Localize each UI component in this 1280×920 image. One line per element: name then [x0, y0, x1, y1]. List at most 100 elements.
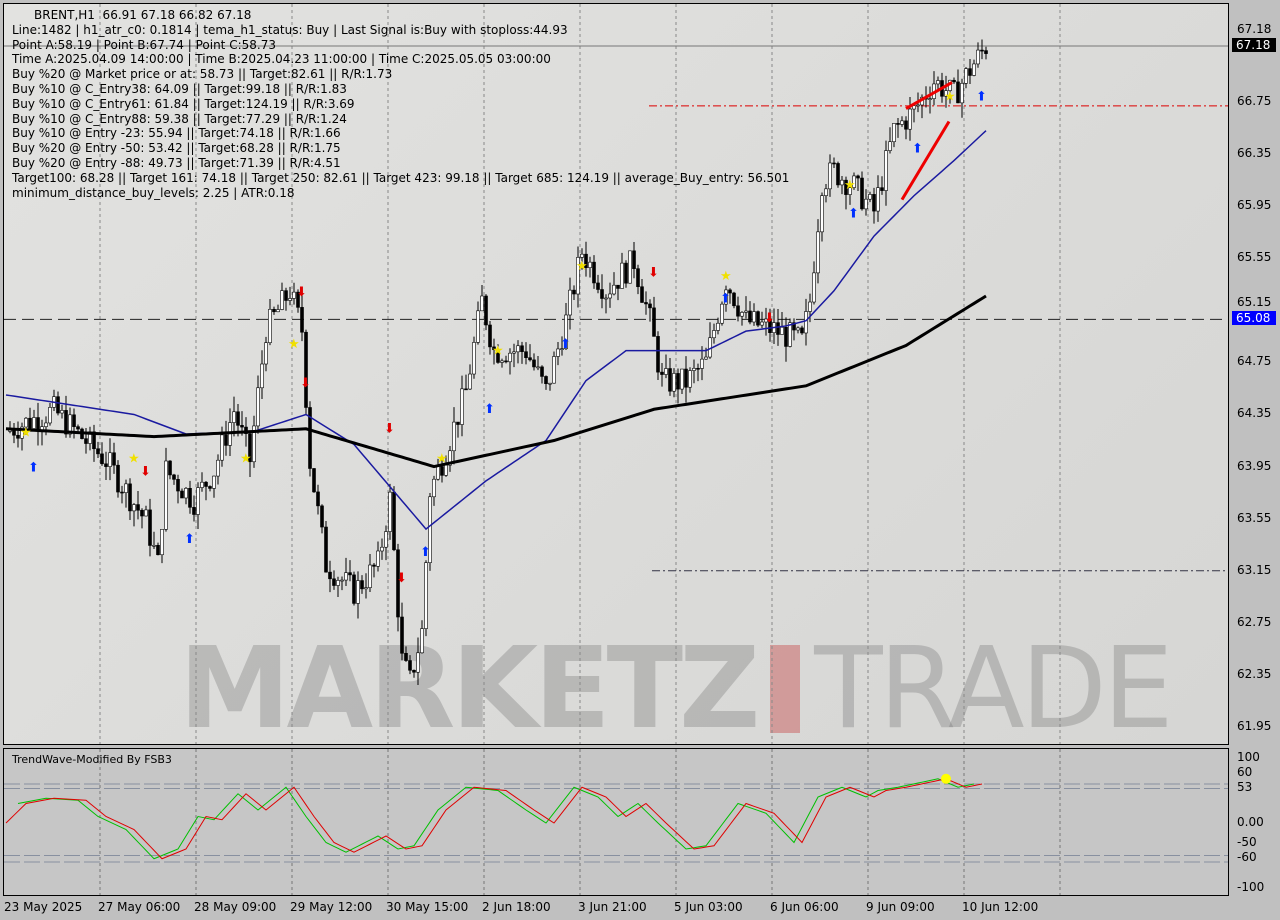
- indicator-panel[interactable]: TrendWave-Modified By FSB3: [3, 748, 1229, 896]
- candle-body: [20, 426, 24, 439]
- watermark: MARKETZ TRADE: [179, 624, 1174, 745]
- indicator-tick: -100: [1237, 880, 1265, 894]
- candle-body: [556, 348, 560, 357]
- candle-body: [832, 162, 836, 165]
- star-marker: ★: [576, 259, 588, 274]
- candle-body: [784, 327, 788, 347]
- candle-body: [896, 123, 900, 125]
- candle-body: [404, 652, 408, 661]
- candle-body: [240, 425, 244, 428]
- candle-body: [720, 303, 724, 324]
- candle-body: [464, 388, 468, 391]
- blue-level-tag: 65.08: [1232, 311, 1276, 326]
- price-tick: 62.75: [1237, 614, 1272, 629]
- info-line: Buy %10 @ C_Entry88: 59.38 || Target:77.…: [12, 111, 347, 126]
- candle-body: [300, 307, 304, 333]
- candle-body: [220, 434, 224, 461]
- candle-body: [840, 179, 844, 186]
- candle-body: [436, 466, 440, 480]
- candle-body: [676, 373, 680, 390]
- candle-body: [604, 297, 608, 300]
- time-tick: 29 May 12:00: [290, 900, 373, 914]
- indicator-tick: 0.00: [1237, 815, 1264, 829]
- candle-body: [420, 628, 424, 654]
- candle-body: [916, 104, 920, 107]
- candle-body: [172, 474, 176, 480]
- candle-body: [844, 179, 848, 195]
- candle-body: [532, 359, 536, 368]
- candle-body: [184, 488, 188, 499]
- candle-body: [368, 564, 372, 588]
- candle-body: [544, 376, 548, 384]
- star-marker: ★: [288, 337, 300, 352]
- candle-body: [408, 660, 412, 671]
- candle-body: [336, 580, 340, 586]
- candle-body: [444, 464, 448, 476]
- candles-layer: ⬆★⬇★⬆★⬇★⬇⬇⬇⬆★⬆★ ⬆★ ⬇⬆★⬇⬆★⬆★ ⬆: [4, 4, 1228, 744]
- time-tick: 28 May 09:00: [194, 900, 277, 914]
- price-tick: 64.75: [1237, 354, 1272, 369]
- price-tick: 63.95: [1237, 458, 1272, 473]
- candle-body: [332, 578, 336, 586]
- candle-body: [608, 293, 612, 299]
- candle-body: [376, 550, 380, 567]
- candle-body: [656, 336, 660, 373]
- price-tick: 65.55: [1237, 250, 1272, 265]
- candle-body: [820, 195, 824, 233]
- star-marker: ★: [436, 451, 448, 466]
- candle-body: [348, 572, 352, 576]
- candle-body: [852, 175, 856, 188]
- candle-body: [264, 342, 268, 365]
- candle-body: [192, 507, 196, 515]
- time-tick: 9 Jun 09:00: [866, 900, 935, 914]
- candle-body: [648, 303, 652, 309]
- candle-body: [892, 123, 896, 143]
- candle-body: [308, 407, 312, 469]
- candle-body: [472, 342, 476, 375]
- candle-body: [252, 425, 256, 463]
- buy-arrow-marker: ⬆: [484, 402, 495, 417]
- candle-body: [548, 382, 552, 385]
- candle-body: [328, 571, 332, 580]
- candle-body: [564, 314, 568, 349]
- candle-body: [108, 452, 112, 467]
- indicator-tick: 53: [1237, 780, 1253, 794]
- candle-body: [508, 352, 512, 363]
- price-chart[interactable]: MARKETZ TRADE ⬆ ★ ⬇ ★ ⬆ ★ ⬇ ★ ⬇ ⬇ ⬇ ⬆ ★ ⬆ ★ ⬆ ★ ⬇ ⬆ ★ ⬇ ⬆ ★ ⬆ ★ ⬆ …: [3, 3, 1229, 745]
- candle-body: [628, 250, 632, 284]
- price-tick: 63.15: [1237, 562, 1272, 577]
- candle-body: [588, 261, 592, 268]
- candle-body: [636, 268, 640, 288]
- candle-body: [392, 491, 396, 551]
- candle-body: [752, 311, 756, 323]
- sell-arrow-marker: ⬇: [384, 422, 395, 437]
- candle-body: [728, 289, 732, 294]
- candle-body: [816, 231, 820, 274]
- price-tick: 61.95: [1237, 718, 1272, 733]
- candle-body: [176, 479, 180, 492]
- candle-body: [72, 414, 76, 427]
- info-line: Buy %10 @ C_Entry61: 61.84 || Target:124…: [12, 96, 355, 111]
- candle-body: [876, 187, 880, 212]
- candle-body: [732, 292, 736, 307]
- time-tick: 30 May 15:00: [386, 900, 469, 914]
- candle-body: [748, 310, 752, 323]
- candle-body: [900, 120, 904, 125]
- candle-body: [880, 187, 884, 191]
- candle-body: [736, 305, 740, 317]
- candle-body: [296, 291, 300, 308]
- candle-body: [388, 491, 392, 532]
- candle-body: [972, 63, 976, 76]
- info-line: Point A:58.19 | Point B:67.74 | Point C:…: [12, 37, 276, 52]
- candle-body: [136, 504, 140, 511]
- candle-body: [432, 478, 436, 498]
- candle-body: [180, 490, 184, 499]
- candle-body: [352, 574, 356, 604]
- candle-body: [792, 322, 796, 331]
- candle-body: [56, 396, 60, 414]
- candle-body: [928, 98, 932, 100]
- candle-body: [572, 289, 576, 295]
- candle-body: [60, 410, 64, 414]
- candle-body: [504, 360, 508, 363]
- candle-body: [160, 529, 164, 556]
